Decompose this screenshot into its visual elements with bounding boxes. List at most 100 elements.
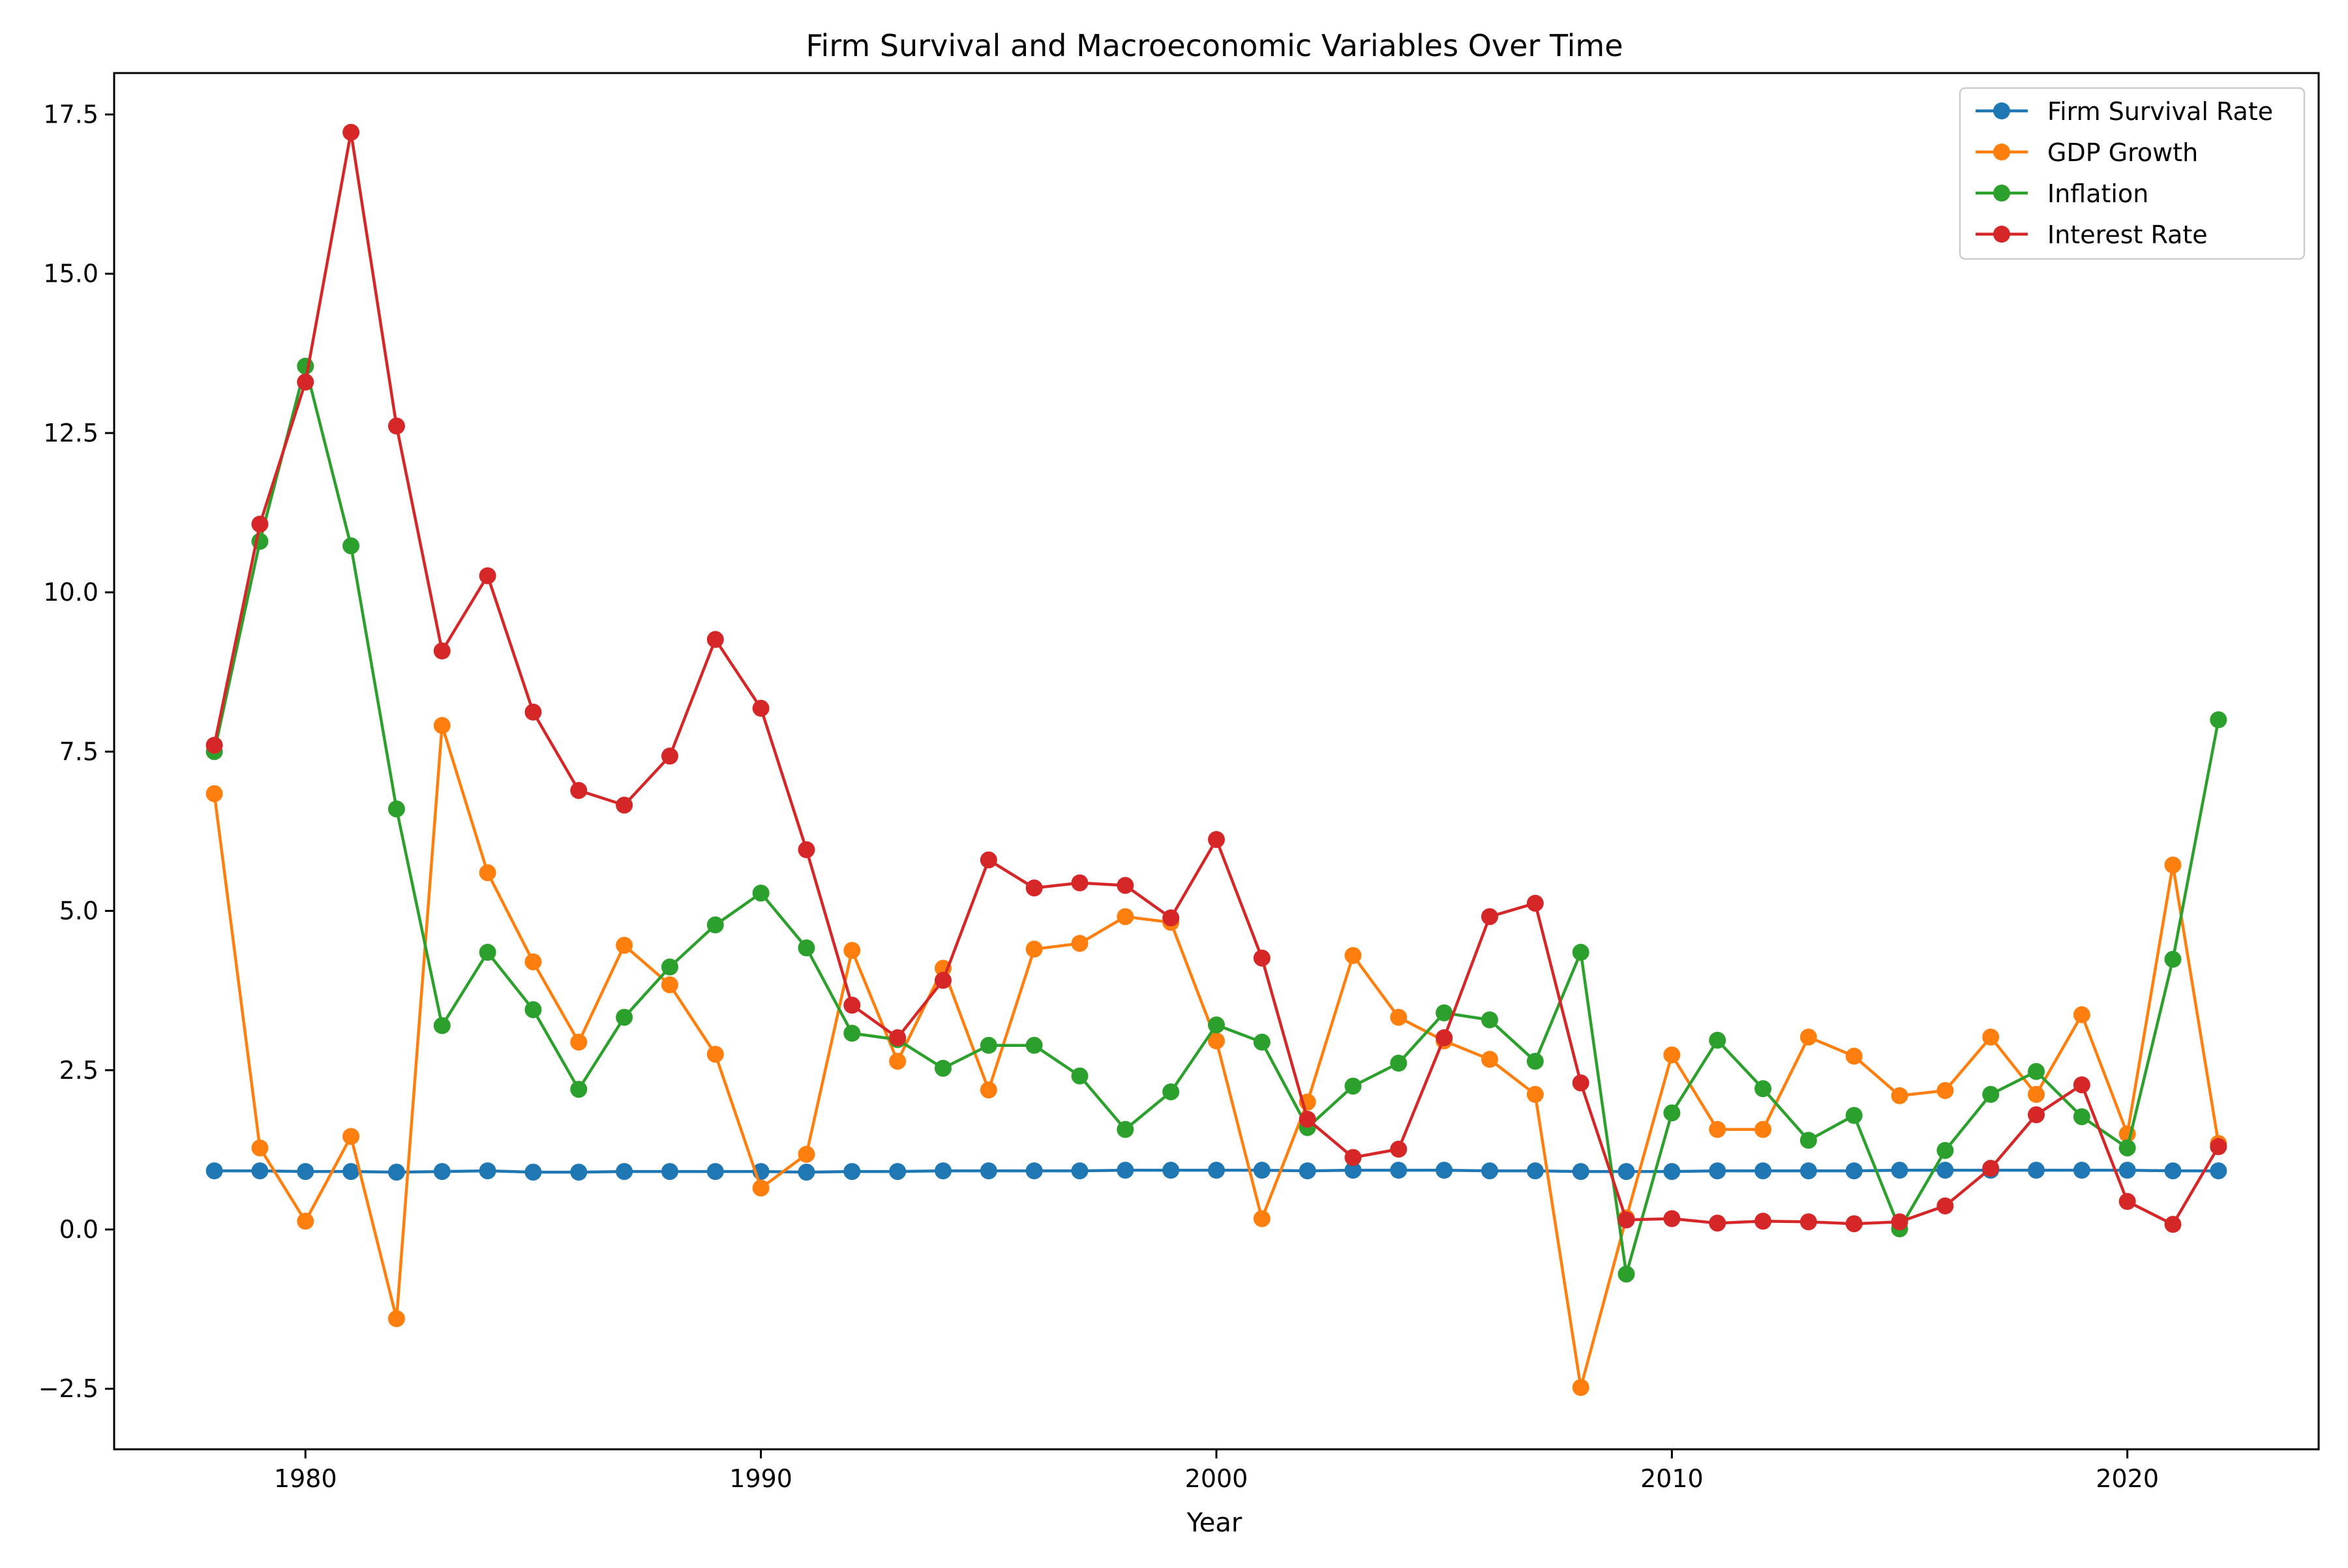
data-point — [1344, 946, 1362, 964]
data-point — [1754, 1080, 1772, 1098]
data-point — [798, 841, 815, 858]
data-point — [1799, 1162, 1817, 1180]
data-point — [1025, 1162, 1043, 1180]
data-point — [934, 1059, 952, 1077]
data-point — [342, 537, 360, 554]
data-point — [342, 123, 360, 141]
data-point — [1982, 1085, 2000, 1103]
data-point — [1709, 1031, 1726, 1049]
data-point — [524, 703, 542, 721]
data-point — [1117, 877, 1134, 894]
data-point — [1936, 1141, 1954, 1159]
data-point — [1390, 1162, 1407, 1179]
data-point — [1982, 1160, 2000, 1177]
data-point — [1572, 1074, 1589, 1092]
data-point — [251, 515, 269, 533]
y-tick-label: 7.5 — [59, 737, 98, 766]
data-point — [1253, 1210, 1271, 1228]
data-point — [297, 357, 314, 375]
data-point — [570, 781, 588, 799]
data-point — [1390, 1008, 1407, 1026]
data-point — [1709, 1121, 1726, 1138]
y-tick-label: 12.5 — [43, 419, 98, 447]
data-point — [1663, 1046, 1681, 1064]
data-point — [479, 567, 496, 584]
series-interest-rate — [205, 123, 2227, 1233]
data-point — [387, 1164, 405, 1181]
data-point — [387, 417, 405, 435]
data-point — [798, 939, 815, 957]
data-point — [752, 699, 770, 717]
data-point — [1936, 1197, 1954, 1214]
data-point — [1071, 874, 1089, 892]
data-point — [1618, 1211, 1635, 1229]
data-point — [387, 800, 405, 818]
data-point — [1436, 1162, 1453, 1179]
data-point — [433, 1163, 451, 1181]
data-point — [1436, 1029, 1453, 1046]
data-point — [205, 785, 223, 802]
data-point — [2164, 1216, 2182, 1233]
data-point — [661, 976, 678, 993]
data-point — [1253, 1162, 1271, 1179]
data-point — [479, 944, 496, 961]
data-point — [1572, 1379, 1589, 1396]
x-tick-label: 1980 — [274, 1464, 337, 1493]
data-point — [1663, 1210, 1681, 1228]
data-point — [798, 1164, 815, 1181]
data-point — [1709, 1214, 1726, 1232]
data-point — [205, 1162, 223, 1180]
data-point — [2028, 1085, 2045, 1103]
data-point — [980, 851, 997, 869]
data-point — [1162, 1162, 1180, 1179]
data-point — [1162, 1083, 1180, 1100]
data-point — [1799, 1132, 1817, 1149]
data-point — [1071, 1067, 1089, 1085]
legend-box — [1959, 87, 2306, 260]
data-point — [570, 1033, 588, 1051]
data-point — [934, 972, 952, 989]
data-point — [843, 942, 861, 959]
data-point — [433, 1017, 451, 1034]
data-point — [1891, 1213, 1908, 1231]
data-point — [1982, 1028, 2000, 1046]
data-point — [1208, 1162, 1225, 1179]
data-point — [251, 1162, 269, 1180]
data-point — [2073, 1076, 2090, 1094]
series-gdp-growth — [205, 717, 2227, 1396]
data-point — [2164, 1162, 2182, 1180]
data-point — [2028, 1063, 2045, 1080]
data-point — [1891, 1087, 1908, 1104]
data-point — [387, 1310, 405, 1327]
legend-marker — [1993, 102, 2010, 119]
data-point — [2210, 1162, 2227, 1180]
data-point — [570, 1164, 588, 1181]
data-point — [1253, 949, 1271, 967]
data-point — [1663, 1163, 1681, 1181]
data-point — [1845, 1048, 1863, 1065]
data-point — [1618, 1265, 1635, 1283]
data-point — [1891, 1162, 1908, 1179]
data-point — [1936, 1082, 1954, 1100]
data-point — [616, 1163, 633, 1181]
data-point — [1845, 1162, 1863, 1180]
data-point — [706, 916, 724, 934]
data-point — [934, 1162, 952, 1180]
data-point — [843, 997, 861, 1014]
data-point — [889, 1029, 907, 1046]
data-point — [706, 631, 724, 648]
data-point — [1754, 1162, 1772, 1180]
data-point — [1071, 935, 1089, 952]
data-point — [1117, 1162, 1134, 1179]
data-point — [524, 953, 542, 971]
data-point — [1025, 879, 1043, 897]
data-point — [1117, 908, 1134, 926]
legend-marker — [1993, 143, 2010, 160]
data-point — [1299, 1110, 1316, 1128]
data-point — [2028, 1106, 2045, 1124]
data-point — [843, 1163, 861, 1181]
data-point — [1526, 1085, 1544, 1103]
data-point — [889, 1053, 907, 1070]
data-point — [342, 1128, 360, 1145]
x-axis-label: Year — [1186, 1508, 1242, 1538]
